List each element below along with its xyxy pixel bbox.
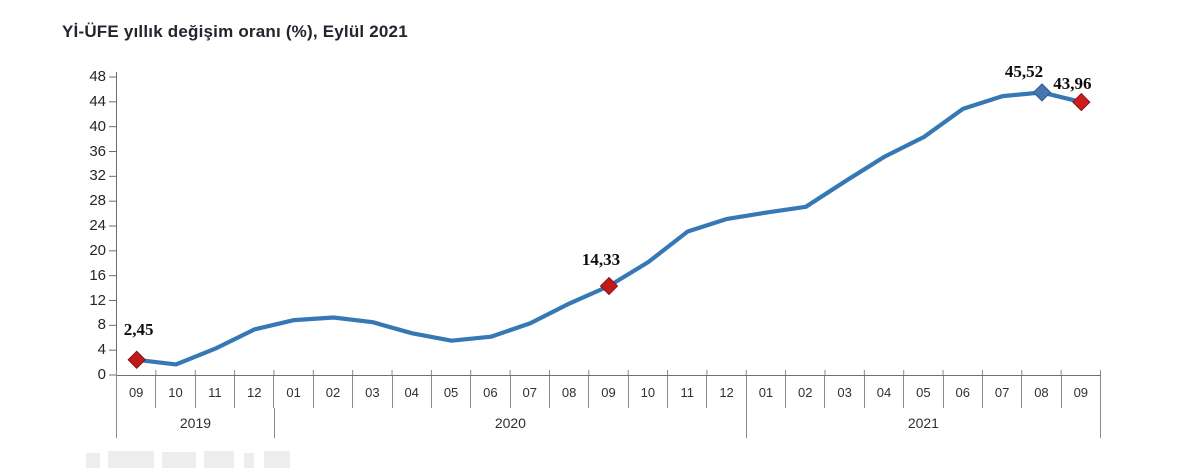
x-axis-years: 2019 2020 2021	[116, 408, 1101, 438]
x-axis-year-label: 2020	[275, 408, 747, 438]
x-axis-month-label: 08	[550, 376, 590, 408]
data-marker	[127, 350, 146, 369]
x-axis-year-label: 2021	[747, 408, 1101, 438]
x-axis-month-label: 04	[865, 376, 905, 408]
data-label-2019-09: 2,45	[123, 319, 154, 339]
y-axis-tick-label: 0	[97, 366, 106, 383]
y-axis-tick-label: 16	[89, 266, 106, 284]
y-axis-line	[116, 72, 117, 376]
y-axis-tick-label: 4	[97, 341, 106, 359]
x-axis-month-label: 06	[944, 376, 983, 408]
x-axis-month-label: 07	[983, 376, 1023, 408]
x-axis-month-label: 12	[707, 376, 747, 408]
data-marker	[599, 276, 619, 296]
y-axis-tick-label: 28	[89, 192, 106, 210]
x-axis-month-label: 04	[393, 376, 432, 408]
y-axis-tick-label: 12	[89, 291, 106, 309]
y-axis-tick-label: 24	[89, 217, 106, 234]
x-axis-month-label: 10	[156, 376, 196, 408]
y-axis-tick-label: 36	[89, 142, 106, 160]
x-axis-month-label: 03	[825, 376, 865, 408]
x-axis-month-label: 09	[117, 376, 157, 408]
y-axis-tick-label: 20	[89, 241, 106, 259]
x-axis-month-label: 10	[629, 376, 669, 408]
y-axis-tick-label: 32	[89, 167, 106, 185]
x-axis-month-label: 02	[786, 376, 826, 408]
x-axis-month-label: 02	[314, 376, 354, 408]
watermark-fragment	[86, 449, 306, 470]
x-axis-month-label: 07	[511, 376, 550, 408]
data-label-2021-09: 43,96	[1053, 74, 1092, 94]
x-axis-month-label: 11	[668, 376, 708, 408]
y-axis-tick-label: 48	[89, 68, 106, 85]
series-line	[134, 90, 1084, 367]
x-axis-month-label: 06	[471, 376, 511, 408]
x-axis-month-label: 01	[747, 376, 787, 408]
data-label-2021-08: 45,52	[1004, 62, 1044, 82]
data-label-2020-09: 14,33	[581, 250, 621, 270]
x-axis-month-label: 09	[1062, 376, 1101, 408]
x-axis-months: 09 10 11 12 01 02 03 04 05 06 07 08 09 10 11 12 01 02 03 04…	[116, 375, 1101, 408]
x-axis-month-label: 03	[353, 376, 393, 408]
x-axis-month-label: 05	[432, 376, 472, 408]
x-axis-month-label: 08	[1022, 376, 1062, 408]
x-axis-year-label: 2019	[117, 408, 275, 438]
data-marker	[1032, 83, 1052, 102]
y-axis-tick-label: 44	[89, 92, 106, 110]
data-marker	[1072, 92, 1091, 112]
chart-title: Yİ-ÜFE yıllık değişim oranı (%), Eylül 2…	[62, 22, 408, 41]
y-axis-tick-label: 8	[97, 316, 106, 334]
x-axis-month-label: 01	[274, 376, 314, 408]
x-axis-month-label: 12	[235, 376, 275, 408]
y-axis-tick-label: 40	[89, 117, 106, 135]
x-axis-month-label: 11	[196, 376, 236, 408]
x-axis-month-label: 05	[904, 376, 944, 408]
x-axis-month-label: 09	[589, 376, 629, 408]
